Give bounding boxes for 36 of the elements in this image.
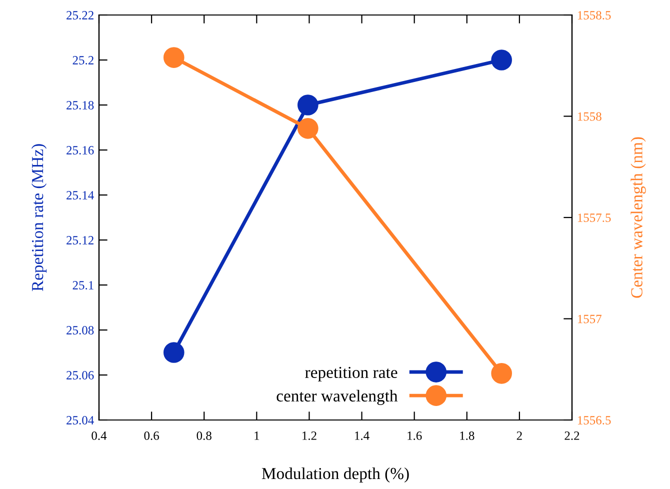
y-tick-label: 25.06 bbox=[66, 371, 94, 380]
x-tick-label: 1.4 bbox=[355, 432, 370, 440]
x-tick-label: 0.6 bbox=[144, 431, 159, 440]
point bbox=[297, 118, 318, 139]
x-tick-label: 0.4 bbox=[92, 431, 107, 440]
y-tick-label: 25.2 bbox=[72, 56, 94, 65]
point bbox=[491, 50, 512, 70]
x-tick-label: 2.2 bbox=[564, 432, 580, 440]
y-tick-label: 25.1 bbox=[72, 281, 94, 290]
x-tick-label: 0.8 bbox=[196, 431, 212, 440]
legend-label: center wavelength bbox=[276, 390, 398, 405]
x-tick-label: 2 bbox=[516, 432, 522, 440]
y-tick-label: 25.18 bbox=[66, 101, 94, 110]
y-tick-label: 25.08 bbox=[66, 326, 94, 335]
x-tick-label: 1.8 bbox=[460, 431, 474, 440]
legend-label: repetition rate bbox=[305, 366, 398, 382]
y-tick-label: 25.12 bbox=[66, 236, 94, 245]
y-tick-label: 25.14 bbox=[66, 191, 94, 200]
y-axis-title: Repetition rate (MHz) bbox=[31, 144, 47, 292]
y2-axis-title: Center wavelength (nm) bbox=[630, 137, 646, 298]
y2-tick-label: 1558 bbox=[578, 112, 602, 121]
x-tick-label: 1 bbox=[254, 432, 260, 440]
y-tick-label: 25.22 bbox=[66, 11, 94, 20]
x-tick-label: 1.2 bbox=[302, 432, 316, 440]
point bbox=[491, 363, 512, 384]
point bbox=[297, 94, 318, 116]
y2-tick-label: 1556.5 bbox=[578, 416, 611, 425]
y-tick-label: 25.04 bbox=[66, 416, 94, 425]
y-tick-label: 25.16 bbox=[66, 146, 94, 155]
y2-tick-label: 1557 bbox=[578, 314, 602, 324]
y2-tick-label: 1557.5 bbox=[578, 214, 611, 222]
point bbox=[163, 342, 184, 363]
y2-tick-label: 1558.5 bbox=[578, 11, 611, 20]
x-tick-label: 1.6 bbox=[408, 432, 422, 440]
point bbox=[163, 47, 184, 68]
x-axis-title: Modulation depth (%) bbox=[262, 467, 409, 483]
